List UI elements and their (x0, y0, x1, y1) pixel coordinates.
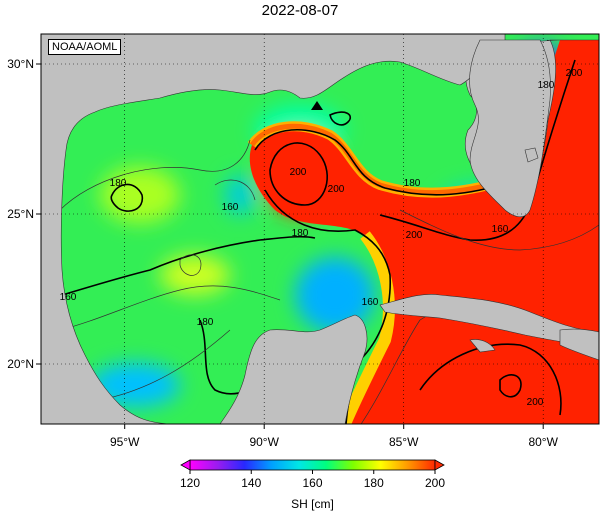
contour-label: 180 (197, 317, 214, 328)
colorbar-tick-label: 140 (241, 476, 261, 490)
contour-label: 200 (566, 68, 583, 79)
contour-label: 200 (290, 167, 307, 178)
map-frame (40, 33, 600, 425)
contour-label: 160 (222, 202, 239, 213)
x-tick-label: 80°W (528, 435, 558, 449)
y-tick-label: 20°N (7, 357, 34, 371)
contour-label: 180 (538, 80, 555, 91)
map-plot-area: 180 160 180 200 200 180 180 200 160 160 160 180 200 2… (41, 34, 599, 424)
contour-label: 200 (406, 230, 423, 241)
x-tick-label: 90°W (249, 435, 279, 449)
credit-label: NOAA/AOML (48, 39, 122, 55)
x-tick-label: 85°W (389, 435, 419, 449)
contour-label: 180 (404, 178, 421, 189)
colorbar-tick-label: 160 (302, 476, 322, 490)
station-marker-icon (311, 101, 323, 110)
contour-label: 160 (362, 297, 379, 308)
contour-label: 160 (60, 292, 77, 303)
y-axis-ticks: 30°N 25°N 20°N (7, 57, 41, 371)
contour-label: 200 (527, 397, 544, 408)
contour-label: 180 (292, 228, 309, 239)
colorbar-tick-label: 200 (425, 476, 445, 490)
front-west-yellow (339, 231, 395, 424)
contour-label: 180 (110, 178, 127, 189)
colorbar-tick-label: 120 (180, 476, 200, 490)
land (41, 34, 599, 424)
colorbar-min-arrow (180, 459, 191, 471)
colorbar: 120 140 160 180 200 SH [cm] (180, 459, 445, 511)
x-axis-ticks: 95°W 90°W 85°W 80°W (110, 424, 559, 449)
colorbar-label: SH [cm] (291, 497, 334, 511)
y-tick-label: 30°N (7, 57, 34, 71)
contour-labels: 180 160 180 200 200 180 180 200 160 160 160 180 200 2… (60, 68, 583, 408)
map-title: 2022-08-07 (261, 2, 339, 19)
contour-label: 200 (328, 184, 345, 195)
colorbar-ramp (189, 459, 436, 471)
gridlines (41, 34, 599, 424)
y-tick-label: 25°N (7, 207, 34, 221)
colorbar-max-arrow (434, 459, 445, 471)
colorbar-tick-label: 180 (364, 476, 384, 490)
x-tick-label: 95°W (110, 435, 140, 449)
contour-label: 160 (492, 224, 509, 235)
